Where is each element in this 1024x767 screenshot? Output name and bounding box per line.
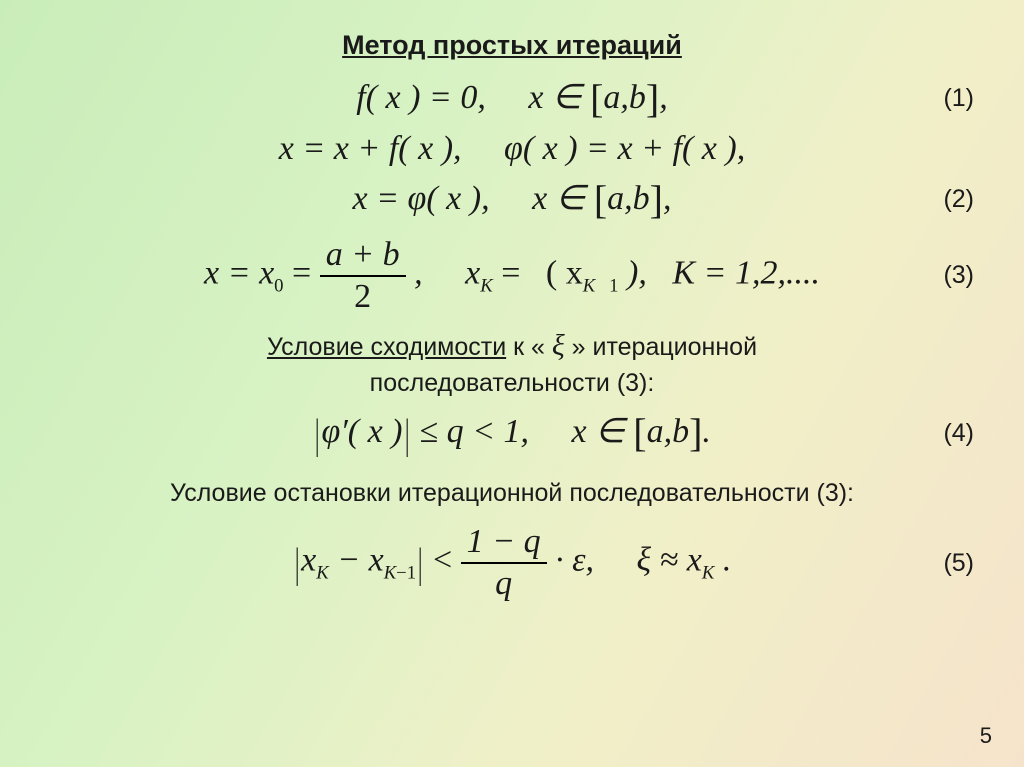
- eq5-number: (5): [904, 549, 974, 578]
- eq1-number: (1): [904, 84, 974, 113]
- bar-r: |: [418, 540, 423, 588]
- eq5-lt: <: [424, 542, 460, 579]
- equation-1b: x = x + f( x ), φ( x ) = x + f( x ),: [120, 130, 904, 168]
- bracket-l: [: [594, 177, 607, 222]
- cond1b: к «: [506, 333, 552, 361]
- bracket-r: ]: [650, 177, 663, 222]
- equation-3: x = x0 = a + b2 , xK = ( xK1 ), K = 1,2,…: [120, 237, 904, 314]
- eq5-frac: 1 − qq: [461, 524, 547, 601]
- cond1d: последовательности (3):: [370, 369, 655, 397]
- bracket-l: [: [590, 76, 603, 121]
- bar-r: |: [404, 411, 409, 459]
- bar-l: |: [315, 411, 320, 459]
- eq5-subK: K: [316, 563, 328, 584]
- eq3-subK1a: K: [583, 275, 595, 296]
- eq2-text: x = φ( x ), x ∈: [353, 180, 594, 217]
- page-number: 5: [980, 723, 992, 749]
- eq2-inner: a,b: [607, 180, 650, 217]
- eq3-frac: a + b2: [320, 237, 406, 314]
- eq2-tail: ,: [663, 180, 672, 217]
- eq4-inner: a,b: [647, 413, 690, 450]
- eq1-text: f( x ) = 0, x ∈: [356, 79, 590, 116]
- eq3-mid4: ), K = 1,2,....: [619, 254, 820, 291]
- equation-1-row: f( x ) = 0, x ∈ [a,b], (1): [50, 75, 974, 122]
- eq3-subK: K: [480, 275, 492, 296]
- eq4-text2: ≤ q < 1, x ∈: [411, 413, 633, 450]
- bracket-r: ]: [646, 76, 659, 121]
- stopping-text: Условие остановки итерационной последова…: [50, 477, 974, 511]
- eq3-frac-num: a + b: [320, 237, 406, 277]
- eq5-x1: x: [301, 542, 316, 579]
- eq4-number: (4): [904, 419, 974, 448]
- page-title: Метод простых итераций: [50, 30, 974, 61]
- eq5-subK1b: −1: [396, 563, 416, 584]
- eq3-lead: x = x: [204, 254, 274, 291]
- equation-4-row: |φ′( x )| ≤ q < 1, x ∈ [a,b]. (4): [50, 409, 974, 459]
- equation-1b-row: x = x + f( x ), φ( x ) = x + f( x ),: [50, 130, 974, 168]
- equation-2: x = φ( x ), x ∈ [a,b],: [120, 176, 904, 223]
- eq5-tail2: .: [714, 542, 731, 579]
- bracket-l: [: [633, 410, 646, 455]
- cond1a: Условие сходимости: [267, 333, 506, 361]
- bar-l: |: [295, 540, 300, 588]
- equation-3-row: x = x0 = a + b2 , xK = ( xK1 ), K = 1,2,…: [50, 237, 974, 314]
- eq5-frac-num: 1 − q: [461, 524, 547, 564]
- eq1-tail: ,: [659, 79, 668, 116]
- equation-5: |xK − xK−1| < 1 − qq · ε, ξ ≈ xK .: [120, 524, 904, 601]
- eq3-mid3: = ( x: [493, 254, 583, 291]
- eq4-text1: φ′( x ): [322, 413, 403, 450]
- equation-4: |φ′( x )| ≤ q < 1, x ∈ [a,b].: [120, 409, 904, 459]
- eq2-number: (2): [904, 185, 974, 214]
- eq4-tail: .: [702, 413, 711, 450]
- eq5-frac-den: q: [461, 564, 547, 602]
- eq3-number: (3): [904, 261, 974, 290]
- xi-symbol: ξ: [552, 329, 565, 362]
- equation-1: f( x ) = 0, x ∈ [a,b],: [120, 75, 904, 122]
- bracket-r: ]: [689, 410, 702, 455]
- eq3-frac-den: 2: [320, 277, 406, 315]
- eq5-minus: − x: [329, 542, 384, 579]
- convergence-text: Условие сходимости к « ξ » итерационной …: [50, 326, 974, 400]
- eq3-mid2: , x: [406, 254, 481, 291]
- eq3-subK1b: 1: [609, 275, 618, 296]
- eq5-subK1a: K: [384, 563, 396, 584]
- eq5-subK2: K: [702, 563, 714, 584]
- eq1-inner: a,b: [603, 79, 646, 116]
- eq5-tail1: · ε, ξ ≈ x: [547, 542, 702, 579]
- cond1c: » итерационной: [565, 333, 757, 361]
- equation-2-row: x = φ( x ), x ∈ [a,b], (2): [50, 176, 974, 223]
- eq3-mid1: =: [284, 254, 320, 291]
- equation-5-row: |xK − xK−1| < 1 − qq · ε, ξ ≈ xK . (5): [50, 524, 974, 601]
- eq3-sub0: 0: [274, 275, 283, 296]
